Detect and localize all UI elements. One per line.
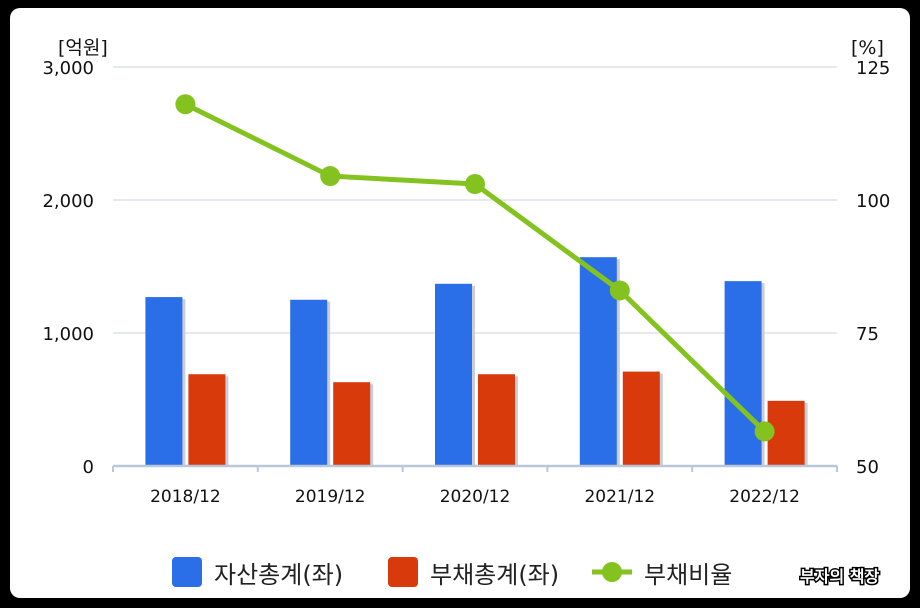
x-axis-labels: 2018/12 2019/12 2020/12 2021/12 2022/12 [150,487,800,507]
right-tick-label: 75 [856,324,879,345]
legend-marker [602,562,622,582]
x-tick-label: 2020/12 [440,487,511,507]
ratio-point [754,421,775,442]
bar-assets [724,281,762,466]
chart-frame: [억원] [%] 0 1,000 2,000 3,000 50 75 100 125 201… [10,8,910,598]
legend-swatch [172,557,202,587]
watermark-text: 부자의 책장 [800,567,879,586]
ratio-point [465,174,485,195]
x-tick-label: 2018/12 [150,487,221,507]
bar-liabilities [478,374,515,466]
x-tick-label: 2019/12 [295,487,366,507]
x-tick-label: 2021/12 [584,487,655,507]
bar-assets [435,283,472,466]
x-axis [112,464,838,472]
right-axis-ticks: 50 75 100 125 [856,58,890,478]
bars [145,257,808,466]
bar-assets [290,299,328,466]
right-tick-label: 100 [856,191,890,212]
ratio-point [175,94,196,115]
legend: 자산총계(좌) 부채총계(좌) 부채비율 [172,557,732,589]
left-tick-label: 1,000 [42,324,94,345]
legend-label: 부채비율 [644,561,732,589]
ratio-point [320,166,341,187]
left-tick-label: 2,000 [42,191,94,212]
bar-assets [145,297,183,466]
right-axis-unit: [%] [851,37,884,59]
left-tick-label: 3,000 [42,58,94,79]
right-tick-label: 125 [856,58,890,79]
ratio-point [609,280,630,301]
bar-liabilities [188,374,226,466]
x-tick-label: 2022/12 [729,487,800,507]
left-axis-unit: [억원] [58,37,108,59]
ratio-line [175,94,775,442]
legend-label: 부채총계(좌) [430,561,559,589]
legend-label: 자산총계(좌) [214,561,343,589]
bar-liabilities [333,382,371,466]
bar-liabilities [622,371,660,466]
left-tick-label: 0 [83,457,94,478]
left-axis-ticks: 0 1,000 2,000 3,000 [42,58,94,478]
legend-swatch [388,557,418,587]
right-tick-label: 50 [856,457,879,478]
chart-svg: [억원] [%] 0 1,000 2,000 3,000 50 75 100 125 201… [42,37,890,589]
